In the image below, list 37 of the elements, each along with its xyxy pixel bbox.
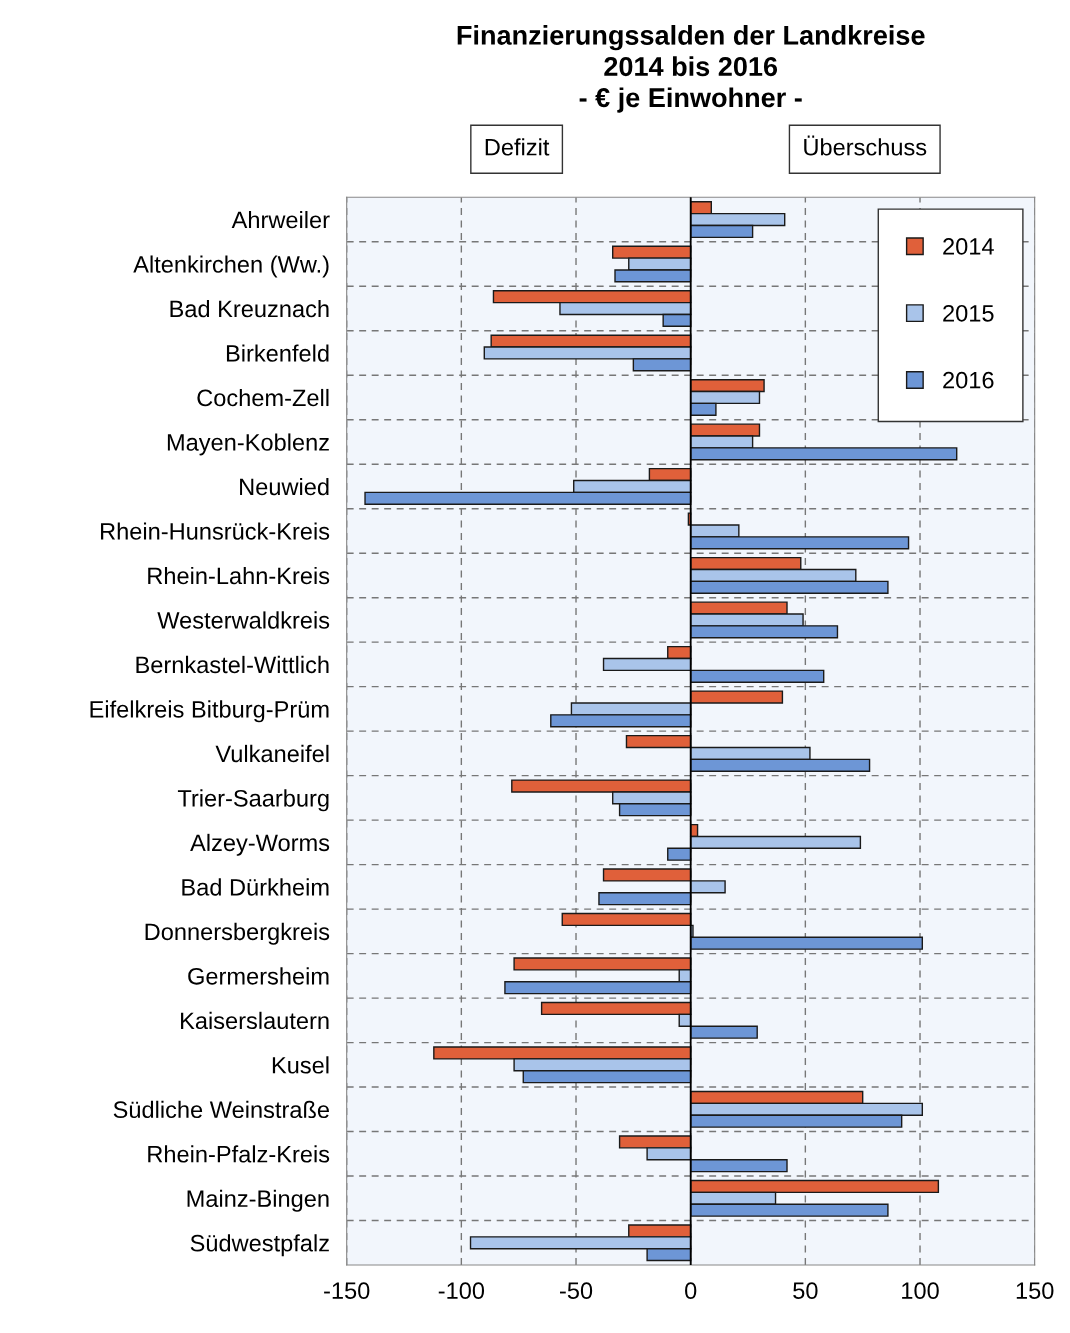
x-tick-label: -150 <box>324 1282 370 1300</box>
y-tick-label: Rhein-Lahn-Kreis <box>148 566 330 585</box>
x-tick-label: 50 <box>793 1282 818 1300</box>
y-tick-label: Ahrweiler <box>231 210 330 229</box>
x-tick-label: -50 <box>560 1282 593 1300</box>
y-tick-label: Donnersbergkreis <box>145 922 330 945</box>
y-tick-label: Rhein-Hunsrück-Kreis <box>101 522 330 540</box>
y-tick-label: Neuwied <box>240 477 329 496</box>
y-tick-label: Mayen-Koblenz <box>167 433 329 456</box>
legend-label: 2016 <box>943 371 994 389</box>
y-tick-label: Bad Kreuznach <box>170 299 329 318</box>
text: Defizit <box>485 138 550 156</box>
y-tick-label: Vulkaneifel <box>215 744 329 763</box>
y-tick-label: Eifelkreis Bitburg-Prüm <box>90 700 329 723</box>
x-tick-label: 0 <box>685 1282 697 1300</box>
y-tick-label: Trier-Saarburg <box>177 789 329 812</box>
chart-title: Finanzierungssalden der Landkreise 2014 bis 2016 - € je Einwohner - <box>457 24 925 113</box>
y-tick-label: Bernkastel-Wittlich <box>136 655 329 674</box>
y-tick-label: Altenkirchen (Ww.) <box>133 255 329 278</box>
y-tick-label: Kaiserslautern <box>181 1011 329 1030</box>
x-tick-label: 100 <box>902 1282 939 1300</box>
y-tick-label: Alzey-Worms <box>190 833 330 856</box>
y-tick-label: Westerwaldkreis <box>157 611 330 629</box>
y-tick-label: Bad Dürkheim <box>182 878 329 896</box>
legend-label: 2015 <box>943 304 994 322</box>
y-tick-label: Rhein-Pfalz-Kreis <box>148 1145 330 1163</box>
text: Überschuss <box>804 135 927 156</box>
x-tick-label: 150 <box>1016 1282 1054 1300</box>
y-tick-label: Südwestpfalz <box>190 1234 329 1257</box>
y-tick-label: Mainz-Bingen <box>187 1189 329 1212</box>
x-tick-label: -100 <box>438 1282 485 1300</box>
y-tick-label: Birkenfeld <box>226 344 329 362</box>
y-tick-label: Cochem-Zell <box>197 388 329 407</box>
y-tick-label: Germersheim <box>188 967 329 985</box>
y-tick-label: Kusel <box>272 1056 329 1074</box>
y-tick-label: Südliche Weinstraße <box>113 1100 329 1119</box>
legend-label: 2014 <box>943 238 994 255</box>
